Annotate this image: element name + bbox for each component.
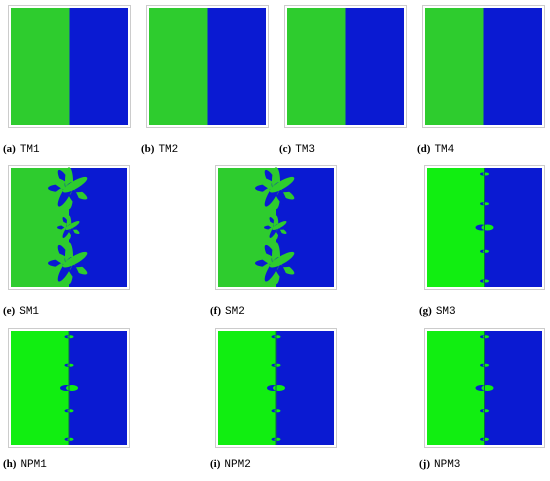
panel-label: (b) — [141, 143, 155, 155]
basin-image — [422, 5, 545, 128]
basin-image — [8, 5, 131, 128]
method-name: SM1 — [19, 306, 40, 318]
method-name: TM1 — [19, 144, 40, 156]
basin-image — [146, 5, 269, 128]
basin-image — [424, 328, 545, 448]
petal — [269, 176, 295, 193]
basin-image — [215, 165, 337, 290]
basin-image — [215, 328, 337, 448]
green-basin — [11, 8, 70, 125]
panel-label: (e) — [3, 305, 16, 317]
petal — [481, 224, 494, 231]
basin-image — [284, 5, 407, 128]
method-name: TM3 — [295, 144, 316, 156]
caption: (e) SM1 — [3, 305, 39, 318]
green-basin — [11, 331, 69, 445]
petal — [66, 385, 78, 391]
panel-label: (d) — [417, 143, 431, 155]
petal — [273, 385, 285, 391]
basin-image — [424, 165, 545, 290]
caption: (h) NPM1 — [3, 458, 47, 471]
petal — [483, 202, 489, 206]
petal — [274, 363, 281, 367]
green-basin — [425, 8, 484, 125]
caption: (g) SM3 — [419, 305, 456, 318]
petal — [483, 335, 489, 339]
panel-label: (j) — [419, 458, 430, 470]
caption: (i) NPM2 — [210, 458, 251, 471]
petal — [274, 409, 281, 413]
method-name: SM3 — [435, 306, 456, 318]
petal — [483, 363, 489, 367]
green-basin — [149, 8, 208, 125]
petal — [62, 251, 88, 268]
panel-label: (g) — [419, 305, 432, 317]
panel-label: (a) — [3, 143, 16, 155]
petal — [67, 437, 74, 441]
green-basin — [427, 168, 485, 287]
green-basin — [287, 8, 346, 125]
panel-label: (f) — [210, 305, 221, 317]
caption: (a) TM1 — [3, 143, 40, 156]
green-basin — [218, 331, 276, 445]
petal — [65, 221, 80, 230]
basin-image — [8, 328, 130, 448]
caption: (f) SM2 — [210, 305, 245, 318]
panel-label: (i) — [210, 458, 221, 470]
blue-basin — [69, 8, 128, 125]
blue-basin — [345, 8, 404, 125]
petal — [483, 279, 489, 283]
caption: (d) TM4 — [417, 143, 454, 156]
petal — [67, 335, 74, 339]
blue-basin — [276, 331, 334, 445]
petal — [62, 176, 88, 193]
blue-basin — [484, 331, 542, 445]
blue-basin — [69, 331, 127, 445]
petal — [272, 221, 287, 230]
petal — [481, 385, 494, 391]
method-name: NPM3 — [434, 459, 461, 471]
method-name: NPM2 — [224, 459, 251, 471]
blue-basin — [207, 8, 266, 125]
petal — [483, 172, 489, 176]
method-name: SM2 — [225, 306, 245, 318]
blue-basin — [484, 168, 542, 287]
method-name: TM4 — [434, 144, 455, 156]
caption: (c) TM3 — [279, 143, 315, 156]
method-name: TM2 — [158, 144, 179, 156]
petal — [483, 249, 489, 253]
green-basin — [427, 331, 485, 445]
panel-label: (c) — [279, 143, 292, 155]
petal — [483, 409, 489, 413]
basin-image — [8, 165, 130, 290]
caption: (b) TM2 — [141, 143, 178, 156]
panel-label: (h) — [3, 458, 17, 470]
petal — [269, 251, 295, 268]
caption: (j) NPM3 — [419, 458, 460, 471]
petal — [67, 409, 74, 413]
blue-basin — [483, 8, 542, 125]
method-name: NPM1 — [20, 459, 47, 471]
petal — [483, 437, 489, 441]
petal — [274, 437, 281, 441]
petal — [67, 363, 74, 367]
petal — [274, 335, 281, 339]
